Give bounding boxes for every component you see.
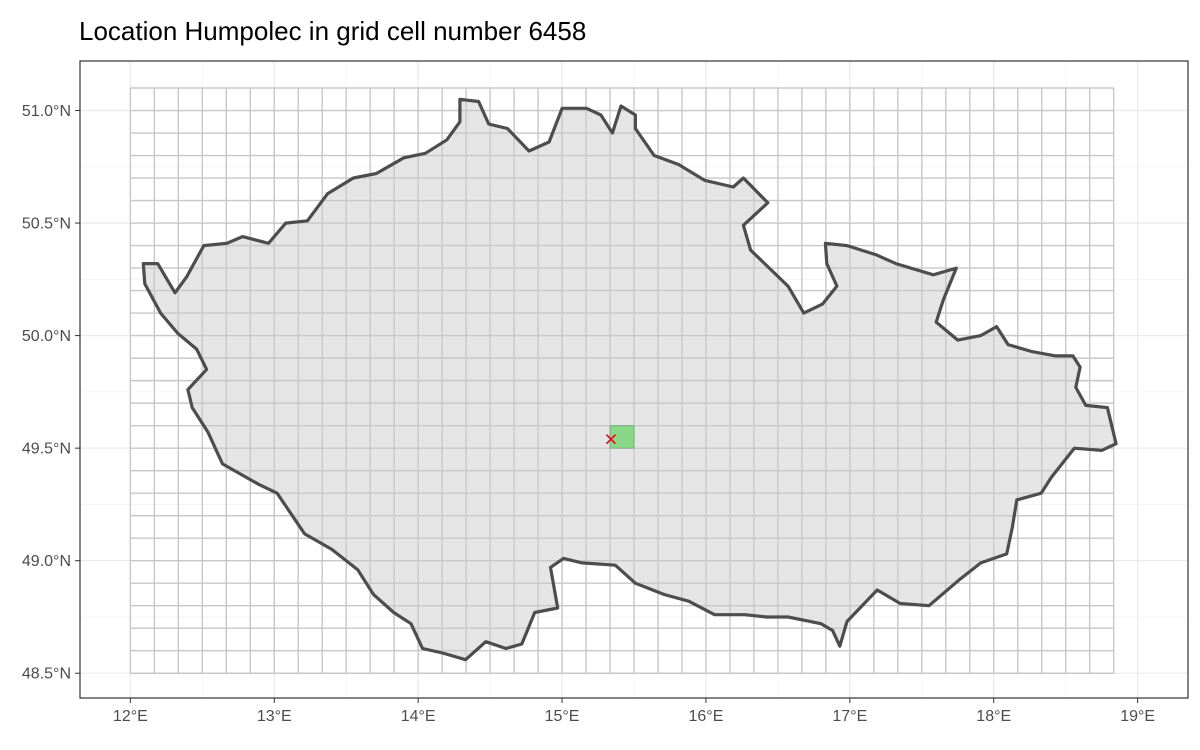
x-tick-label: 17°E (832, 708, 867, 725)
x-tick-label: 16°E (689, 708, 724, 725)
y-tick-label: 50.0°N (22, 328, 71, 345)
cell-overlay (129, 87, 1118, 674)
marker-stroke (605, 434, 617, 445)
x-tick-label: 14°E (401, 708, 436, 725)
panel-border (79, 60, 1189, 699)
x-tick-label: 18°E (976, 708, 1011, 725)
y-tick-label: 49.5°N (22, 441, 71, 458)
x-tick-label: 12°E (113, 708, 148, 725)
x-tick-label: 15°E (545, 708, 580, 725)
y-axis: 48.5°N 49.0°N 49.5°N 50.0°N 50.5°N 51.0°N (22, 103, 80, 683)
x-tick-label: 19°E (1120, 708, 1155, 725)
x-axis: 12°E 13°E 14°E 15°E 16°E 17°E 18°E 19°E (113, 698, 1155, 725)
country-layer (143, 99, 1117, 660)
location-marker-icon (605, 434, 617, 445)
x-tick-label: 13°E (257, 708, 292, 725)
highlight-layer (609, 425, 635, 449)
country-fill (143, 99, 1117, 660)
y-tick-label: 48.5°N (22, 666, 71, 683)
y-tick-label: 49.0°N (22, 553, 71, 570)
highlighted-grid-cell (609, 425, 635, 449)
y-tick-label: 50.5°N (22, 216, 71, 233)
country-border (141, 97, 1118, 662)
y-tick-label: 51.0°N (22, 103, 71, 120)
marker-layer (605, 434, 617, 445)
map-title: Location Humpolec in grid cell number 64… (79, 16, 587, 46)
